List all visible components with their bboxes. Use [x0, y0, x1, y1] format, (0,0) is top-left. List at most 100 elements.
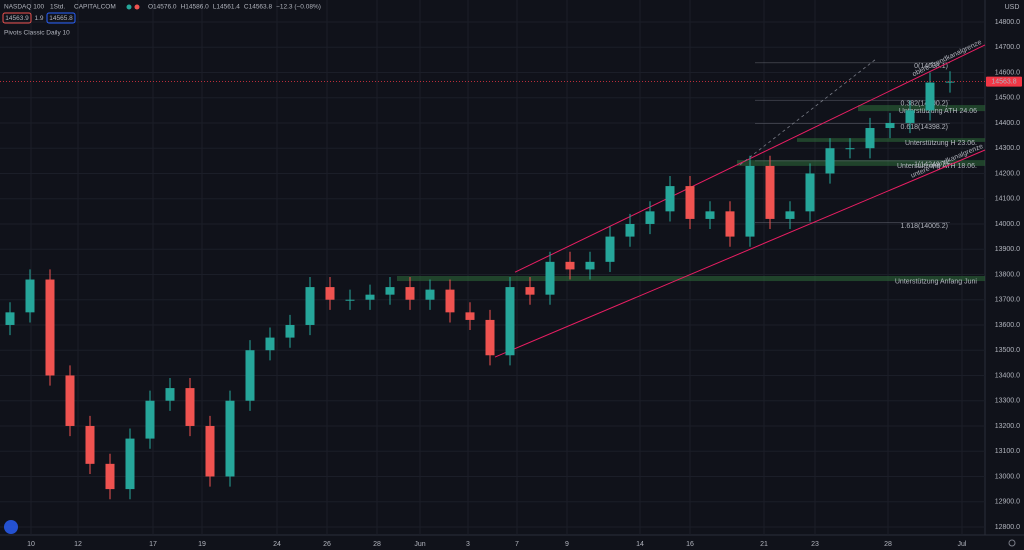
- symbol: NASDAQ 100: [4, 4, 44, 11]
- candle-body: [25, 279, 35, 313]
- candle-body: [465, 312, 475, 320]
- ohlc-value: L14561.4: [213, 4, 240, 11]
- status-dot: [126, 4, 132, 10]
- x-tick-label: 14: [636, 541, 644, 548]
- candle-body: [125, 438, 135, 490]
- x-tick-label: 24: [273, 541, 281, 548]
- zone-label: Unterstützung ATH 18.06.: [897, 163, 977, 170]
- y-tick-label: 13500.0: [995, 347, 1020, 354]
- bid: 14563.9: [5, 15, 29, 22]
- y-tick-label: 14100.0: [995, 196, 1020, 203]
- candle-body: [925, 82, 935, 111]
- candle-body: [945, 81, 955, 83]
- x-tick-label: 7: [515, 541, 519, 548]
- candle-body: [225, 400, 235, 477]
- x-tick-label: Jun: [414, 541, 425, 548]
- candle-body: [45, 279, 55, 376]
- zone-label: Unterstützung ATH 24.06: [899, 108, 977, 115]
- candle-body: [205, 425, 215, 477]
- last-price-box: [986, 76, 1022, 87]
- candle-body: [65, 375, 75, 426]
- bid-box[interactable]: [2, 12, 32, 24]
- x-tick-label: 19: [198, 541, 206, 548]
- y-tick-label: 12800.0: [995, 524, 1020, 531]
- y-tick-label: 14600.0: [995, 69, 1020, 76]
- candle-body: [285, 324, 295, 338]
- candle-body: [445, 289, 455, 313]
- currency: USD: [1005, 4, 1020, 11]
- settings-icon[interactable]: [1008, 539, 1016, 547]
- x-tick-label: 21: [760, 541, 768, 548]
- candle-body: [745, 165, 755, 237]
- candle-body: [525, 287, 535, 295]
- y-tick-label: 14500.0: [995, 95, 1020, 102]
- candle-body: [765, 165, 775, 219]
- x-tick-label: 17: [149, 541, 157, 548]
- fib-label: 1(14249.7): [914, 161, 948, 168]
- candle-body: [85, 425, 95, 464]
- candle-body: [885, 122, 895, 129]
- dashed-extension: [739, 59, 876, 166]
- y-tick-label: 14000.0: [995, 221, 1020, 228]
- plot-area: Unterstützung ATH 24.06 Unterstützung H 2…: [0, 0, 986, 535]
- candle-body: [265, 337, 275, 351]
- last-price-label: 14563.8: [991, 78, 1016, 85]
- y-tick-label: 14800.0: [995, 19, 1020, 26]
- candle-body: [705, 211, 715, 219]
- ohlc-value: H14586.0: [181, 4, 210, 11]
- fib-label: 0(14638.1): [914, 63, 948, 70]
- candle-body: [365, 294, 375, 300]
- candle-body: [385, 287, 395, 295]
- fib-label: 1.618(14005.2): [901, 223, 948, 230]
- indicator: Pivots Classic Daily 10: [4, 30, 70, 37]
- zone-label: Unterstützung H 23.06.: [905, 140, 977, 147]
- y-tick-label: 13700.0: [995, 297, 1020, 304]
- candle-body: [345, 299, 355, 301]
- x-tick-label: 3: [466, 541, 470, 548]
- candle-body: [165, 388, 175, 401]
- y-tick-label: 13000.0: [995, 473, 1020, 480]
- candle-body: [405, 287, 415, 300]
- y-tick-label: 12900.0: [995, 499, 1020, 506]
- candle-body: [905, 110, 915, 123]
- candle-body: [685, 186, 695, 219]
- fib-label: 0.382(14490.2): [901, 101, 948, 108]
- candle-body: [5, 312, 15, 325]
- x-tick-label: 28: [884, 541, 892, 548]
- x-tick-label: Jul: [958, 541, 967, 548]
- candle-body: [825, 148, 835, 174]
- y-tick-label: 14300.0: [995, 145, 1020, 152]
- candle-body: [325, 287, 335, 300]
- support-zone: [858, 105, 985, 112]
- ohlc-value: C14563.8: [244, 4, 273, 11]
- spread: 1.9: [34, 15, 43, 22]
- candle-body: [805, 173, 815, 212]
- y-tick-label: 13600.0: [995, 322, 1020, 329]
- y-tick-label: 13800.0: [995, 271, 1020, 278]
- candle-body: [645, 211, 655, 224]
- candle-body: [585, 261, 595, 270]
- support-zone: [397, 275, 985, 282]
- y-tick-label: 13300.0: [995, 398, 1020, 405]
- candle-body: [105, 463, 115, 490]
- x-tick-label: 9: [565, 541, 569, 548]
- support-zone: [737, 160, 985, 166]
- candle-body: [305, 287, 315, 325]
- candle-body: [785, 211, 795, 219]
- candle-body: [565, 261, 575, 270]
- support-zone: [797, 138, 985, 142]
- x-tick-label: 12: [74, 541, 82, 548]
- y-tick-label: 13900.0: [995, 246, 1020, 253]
- candle-body: [665, 186, 675, 212]
- interval: 1Std.: [50, 4, 65, 11]
- ohlc-value: O14576.0: [148, 4, 177, 11]
- y-tick-label: 14700.0: [995, 44, 1020, 51]
- candle-body: [605, 236, 615, 262]
- logo[interactable]: [4, 520, 18, 534]
- ask-box[interactable]: [46, 12, 76, 24]
- candle-body: [545, 261, 555, 295]
- candle-body: [425, 289, 435, 300]
- ask: 14565.8: [49, 15, 73, 22]
